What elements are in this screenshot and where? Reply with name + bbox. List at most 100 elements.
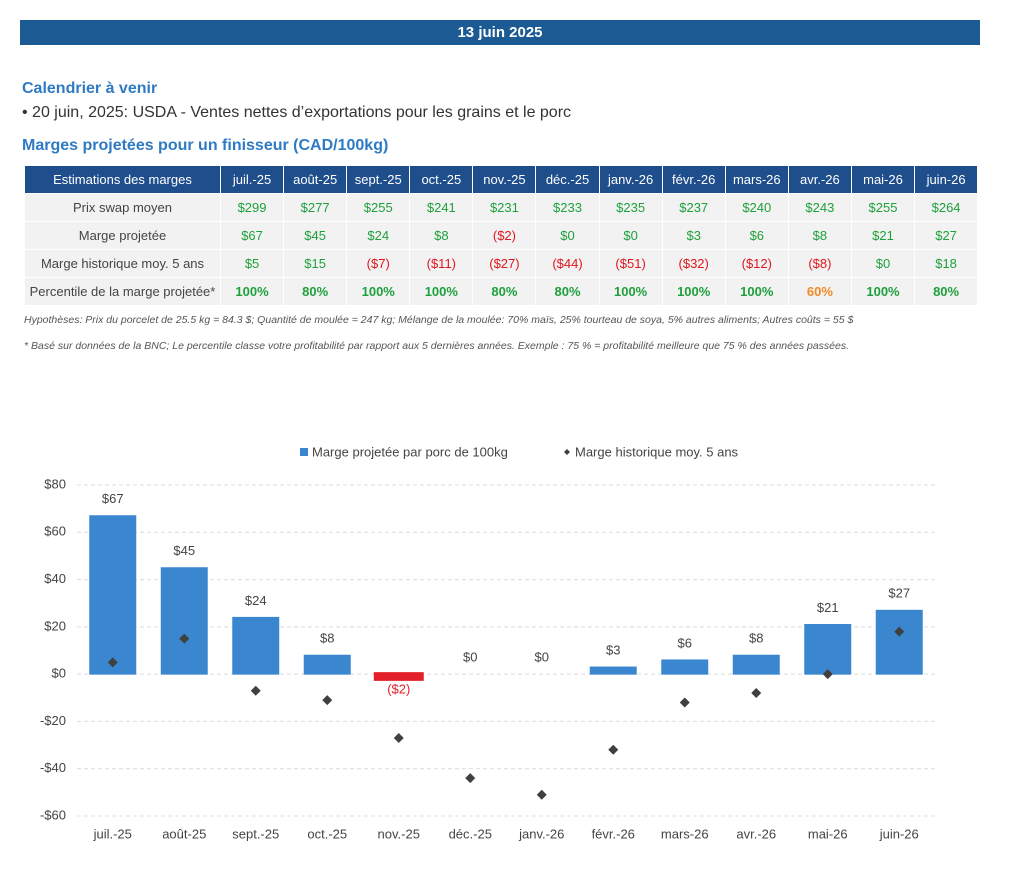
cell: $6 [724, 221, 789, 250]
row-label: Marge historique moy. 5 ans [24, 249, 221, 278]
point [751, 688, 762, 699]
y-tick-label: $0 [52, 666, 66, 681]
cell: ($7) [346, 249, 411, 278]
bar [661, 659, 709, 675]
y-tick-label: $80 [44, 476, 66, 491]
cell: $0 [598, 221, 663, 250]
point [822, 669, 833, 680]
table-row: Marge historique moy. 5 ans $5 $15 ($7) ($11… [24, 249, 979, 278]
value-label: ($2) [387, 682, 410, 697]
x-tick-label: nov.-25 [378, 826, 420, 841]
y-tick-label: $40 [44, 571, 66, 586]
x-tick-label: avr.-26 [736, 826, 776, 841]
header-cell: mars-26 [724, 165, 789, 194]
point [894, 626, 905, 637]
calendar-title: Calendrier à venir [22, 80, 158, 97]
bar [232, 616, 280, 675]
bar [804, 623, 852, 675]
header-cell: déc.-25 [535, 165, 600, 194]
cell: $45 [283, 221, 348, 250]
value-label: $21 [817, 600, 839, 615]
cell: $235 [598, 193, 663, 222]
cell: 100% [598, 277, 663, 306]
point [393, 732, 404, 743]
margin-table: Estimations des marges juil.-25 août-25 sep… [24, 165, 979, 306]
y-tick-label: $60 [44, 524, 66, 539]
note: * Basé sur données de la BNC; Le percent… [24, 340, 850, 352]
cell: ($44) [535, 249, 600, 278]
legend-label: Marge historique moy. 5 ans [575, 444, 739, 459]
bar [732, 654, 780, 675]
header-cell: oct.-25 [409, 165, 474, 194]
cell: $27 [914, 221, 979, 250]
cell: $240 [724, 193, 789, 222]
header-cell: janv.-26 [598, 165, 663, 194]
header-cell: juin-26 [914, 165, 979, 194]
value-label: $8 [320, 631, 334, 646]
cell: $237 [661, 193, 726, 222]
value-label: $6 [678, 635, 692, 650]
cell: $18 [914, 249, 979, 278]
x-tick-label: oct.-25 [307, 826, 347, 841]
y-tick-label: -$40 [40, 760, 66, 775]
calendar-item: 20 juin, 2025: USDA - Ventes nettes d’ex… [22, 104, 571, 122]
value-label: $24 [245, 593, 267, 608]
cell: 100% [219, 277, 285, 306]
cell: 80% [535, 277, 600, 306]
header-cell: juil.-25 [219, 165, 285, 194]
cell: $8 [787, 221, 852, 250]
cell: $0 [850, 249, 916, 278]
x-tick-label: févr.-26 [592, 826, 635, 841]
bar [589, 666, 637, 675]
value-label: $45 [173, 543, 195, 558]
cell: 100% [346, 277, 411, 306]
header-cell: Estimations des marges [24, 165, 221, 194]
x-tick-label: juin-26 [879, 826, 919, 841]
cell: $24 [346, 221, 411, 250]
value-label: $3 [606, 642, 620, 657]
legend-swatch [564, 449, 570, 455]
table-row: Prix swap moyen $299 $277 $255 $241 $231 $233 $… [24, 193, 979, 222]
cell: 100% [724, 277, 789, 306]
cell: $241 [409, 193, 474, 222]
value-label: $27 [888, 586, 910, 601]
cell: $5 [219, 249, 285, 278]
x-tick-label: janv.-26 [518, 826, 564, 841]
header-cell: août-25 [283, 165, 348, 194]
cell: ($12) [724, 249, 789, 278]
point [250, 685, 261, 696]
table-title: Marges projetées pour un finisseur (CAD/… [22, 137, 389, 154]
cell: $277 [283, 193, 348, 222]
cell: $255 [346, 193, 411, 222]
point [679, 697, 690, 708]
cell: 100% [409, 277, 474, 306]
point [465, 773, 476, 784]
cell: 100% [850, 277, 916, 306]
cell: $15 [283, 249, 348, 278]
bar [160, 567, 208, 675]
cell: $0 [535, 221, 600, 250]
point [536, 789, 547, 800]
chart: -$60 -$40 -$20 $0 $20 $40 $60 $80 juil.-25 août-2… [40, 444, 935, 841]
cell: $21 [850, 221, 916, 250]
y-tick-label: $20 [44, 618, 66, 633]
cell: 80% [914, 277, 979, 306]
cell: ($11) [409, 249, 474, 278]
cell: $8 [409, 221, 474, 250]
cell: ($2) [472, 221, 537, 250]
value-label: $67 [102, 491, 124, 506]
x-tick-label: mai-26 [808, 826, 848, 841]
cell: $264 [914, 193, 979, 222]
x-tick-label: juil.-25 [93, 826, 132, 841]
row-label: Percentile de la marge projetée* [24, 277, 221, 306]
cell: $255 [850, 193, 916, 222]
cell: 80% [283, 277, 348, 306]
x-tick-label: mars-26 [661, 826, 709, 841]
value-label: $0 [463, 650, 477, 665]
cell: $3 [661, 221, 726, 250]
point [322, 695, 333, 706]
cell: 80% [472, 277, 537, 306]
cell: ($8) [787, 249, 852, 278]
point [107, 657, 118, 668]
header-cell: mai-26 [850, 165, 916, 194]
